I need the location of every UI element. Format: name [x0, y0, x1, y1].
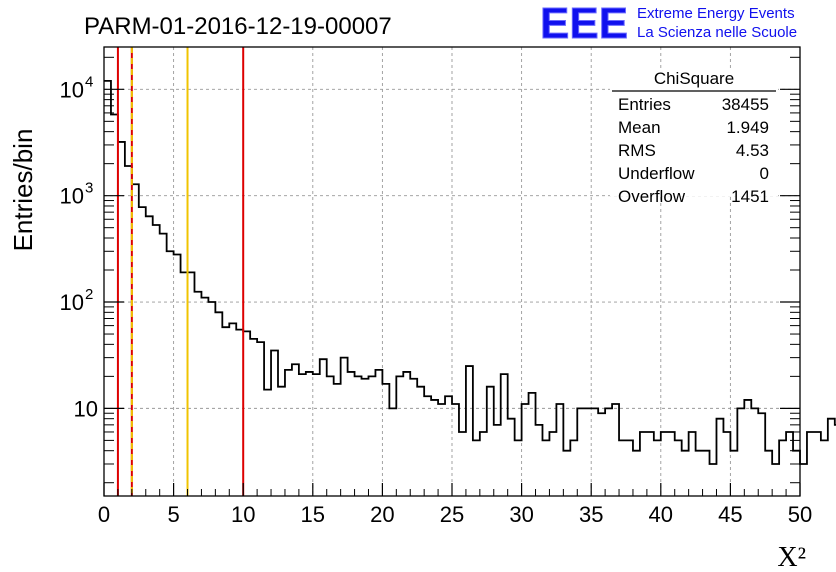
- eee-logo-letters: EEE: [540, 0, 628, 48]
- histogram-series: [104, 80, 836, 465]
- x-tick-label: 30: [509, 502, 533, 527]
- y-tick-exponent: 4: [85, 73, 93, 90]
- x-tick-label: 10: [231, 502, 255, 527]
- x-tick-label: 45: [718, 502, 742, 527]
- stats-box: ChiSquare Entries 38455 Mean 1.949 RMS 4.53 Un…: [610, 69, 778, 206]
- stats-row-value: 1.949: [726, 118, 769, 137]
- x-axis-label: X²: [777, 542, 806, 572]
- stats-row-label: Overflow: [618, 187, 686, 206]
- stats-row-label: RMS: [618, 141, 656, 160]
- stats-row-value: 4.53: [736, 141, 769, 160]
- chart-title: PARM-01-2016-12-19-00007: [84, 13, 392, 40]
- y-tick-label: 10: [60, 184, 84, 209]
- y-axis-label: Entries/bin: [8, 129, 38, 252]
- logo-line-2: La Scienza nelle Scuole: [637, 24, 797, 41]
- x-tick-label: 20: [370, 502, 394, 527]
- x-tick-label: 40: [649, 502, 673, 527]
- x-tick-label: 25: [440, 502, 464, 527]
- stats-rows: Entries 38455 Mean 1.949 RMS 4.53 Underflow 0 Ov…: [618, 95, 769, 206]
- x-tick-label: 0: [98, 502, 110, 527]
- stats-row-value: 1451: [731, 187, 769, 206]
- eee-logo: EEE Extreme Energy Events La Scienza nel…: [540, 0, 798, 49]
- x-tick-label: 50: [788, 502, 812, 527]
- x-tick-label: 35: [579, 502, 603, 527]
- histogram-line: [104, 80, 836, 465]
- stats-row-label: Underflow: [618, 164, 695, 183]
- stats-row-value: 0: [760, 164, 769, 183]
- stats-row-value: 38455: [722, 95, 769, 114]
- y-tick-label: 10: [60, 290, 84, 315]
- y-tick-exponent: 3: [85, 180, 93, 197]
- reference-lines: [116, 47, 245, 496]
- x-tick-label: 15: [301, 502, 325, 527]
- y-tick-label: 10: [60, 77, 84, 102]
- stats-row-label: Mean: [618, 118, 661, 137]
- logo-line-1: Extreme Energy Events: [637, 5, 795, 22]
- y-tick-label: 10: [74, 396, 98, 421]
- stats-box-background: [610, 69, 778, 196]
- stats-row-label: Entries: [618, 95, 671, 114]
- stats-box-title: ChiSquare: [654, 69, 734, 88]
- y-tick-exponent: 2: [85, 286, 93, 303]
- x-tick-label: 5: [167, 502, 179, 527]
